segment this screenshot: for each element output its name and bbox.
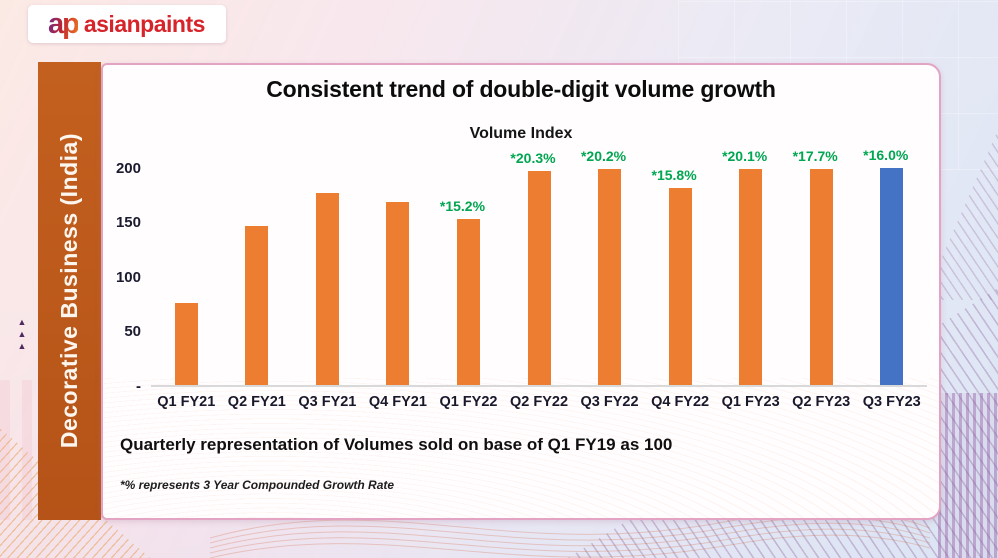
x-tick-label: Q3 FY23 [862,394,921,410]
y-tick-label: 100 [115,268,141,286]
bar-q1-fy22 [456,219,480,385]
bar-column: *16.0% [856,147,927,385]
bar-q1-fy23 [739,169,763,385]
plot-area: *15.2% *20.3% *20.2% *15.8% *20.1% *17.7% *16.… [151,147,927,387]
bar-q3-fy21 [315,193,339,385]
bar-cagr-label: *20.2% [580,148,627,164]
bar-cagr-label: *16.0% [863,147,909,163]
x-tick-label: Q2 FY23 [792,394,851,410]
brand-name: asianpaints [83,10,206,37]
bar-q2-fy23 [809,169,833,385]
triangle-markers-decoration: ▲ ▲ ▲ [17,317,27,351]
x-axis: Q1 FY21 Q2 FY21 Q3 FY21 Q4 FY21 Q1 FY22 Q2 FY… [151,394,927,410]
bar-column: *20.3% [504,147,575,385]
segment-band: Decorative Business (India) [38,62,101,520]
bar-column: *15.8% [645,147,716,385]
bar-cagr-label: *15.2% [439,198,486,214]
x-tick-label: Q1 FY21 [157,394,216,410]
bar-q2-fy22 [527,171,551,385]
bar-q1-fy21 [174,303,198,385]
x-tick-label: Q1 FY22 [439,394,498,410]
chart-card: Consistent trend of double-digit volume … [101,63,941,520]
y-tick-label: - [136,378,141,395]
x-tick-label: Q4 FY22 [651,394,710,410]
bar-column [222,147,293,385]
x-tick-label: Q4 FY21 [368,394,427,410]
asian-paints-logo: ap asianpaints [28,5,226,43]
chart-caption: Quarterly representation of Volumes sold… [120,435,673,454]
bar-q2-fy21 [245,226,269,385]
y-axis: 200 150 100 50 - [103,147,145,395]
bar-cagr-label: *20.1% [722,148,768,164]
x-tick-label: Q1 FY23 [721,394,780,410]
bar-cagr-label: *20.3% [510,150,556,166]
bar-column [151,147,222,385]
bar-q3-fy23 [880,168,904,385]
bar-column [292,147,363,385]
x-tick-label: Q3 FY22 [580,394,639,410]
bar-column: *17.7% [786,147,857,385]
bar-q4-fy21 [386,202,410,385]
bar-column: *15.2% [433,147,504,385]
bar-column: *20.1% [715,147,786,385]
bar-column [363,147,434,385]
bar-cagr-label: *17.7% [792,148,838,164]
y-tick-label: 200 [115,159,141,177]
bar-q4-fy22 [668,188,692,385]
x-tick-label: Q2 FY21 [227,394,286,410]
bar-column: *20.2% [574,147,645,385]
card-title: Consistent trend of double-digit volume … [266,76,776,102]
y-tick-label: 50 [124,323,141,341]
vertical-stripes-pattern [938,393,998,558]
bar-cagr-label: *15.8% [651,167,697,183]
bar-chart: 200 150 100 50 - *15.2% *20.3% *20.2% *15.8% *20… [103,147,939,395]
y-tick-label: 150 [115,214,141,232]
chart-title: Volume Index [469,125,573,142]
chart-footnote: *% represents 3 Year Compounded Growth R… [120,478,395,492]
segment-band-label: Decorative Business (India) [56,133,82,449]
x-tick-label: Q2 FY22 [509,394,569,410]
x-tick-label: Q3 FY21 [298,394,357,410]
brand-mark-icon: ap [48,7,80,40]
bar-q3-fy22 [598,169,622,385]
